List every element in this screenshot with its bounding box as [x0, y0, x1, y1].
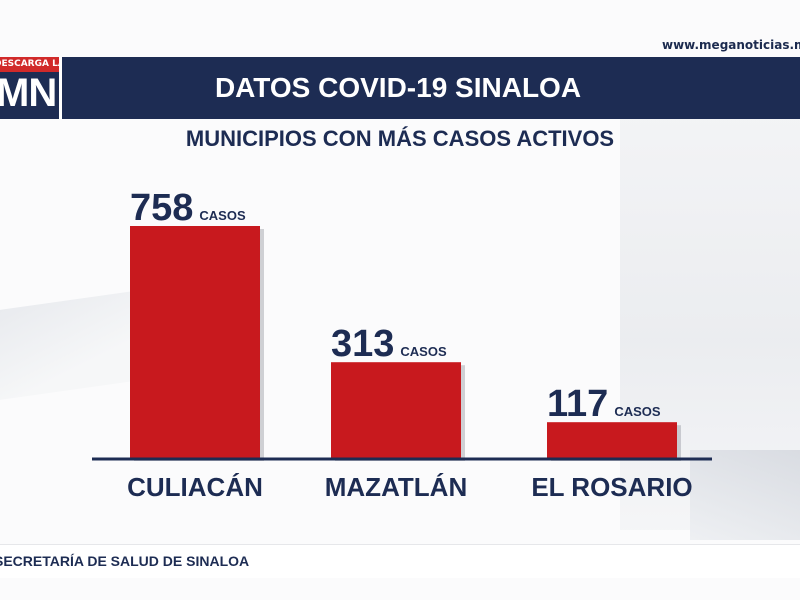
header-bar: [0, 57, 800, 119]
bar: [130, 226, 260, 458]
data-label: 758 CASOS: [130, 187, 246, 229]
data-label-value: 117: [547, 383, 608, 425]
category-label: MAZATLÁN: [325, 472, 467, 502]
website-url: www.meganoticias.mx/cu: [662, 38, 800, 52]
channel-logo: DESCARGA LA APP MN: [0, 57, 62, 119]
bar: [331, 362, 461, 458]
data-label-suffix: CASOS: [400, 344, 447, 359]
data-label-value: 758: [130, 187, 193, 229]
category-label: CULIACÁN: [127, 472, 263, 502]
data-label: 313 CASOS: [331, 323, 447, 365]
page-title: DATOS COVID-19 SINALOA: [214, 72, 582, 103]
data-label-value: 313: [331, 323, 394, 365]
category-label: EL ROSARIO: [531, 472, 692, 502]
data-label: 117 CASOS: [547, 383, 661, 425]
footer-bar: [0, 544, 800, 578]
logo-banner: DESCARGA LA APP: [0, 57, 59, 72]
data-label-suffix: CASOS: [614, 404, 661, 419]
source-credit: SECRETARÍA DE SALUD DE SINALOA: [0, 553, 250, 569]
logo-text: MN: [0, 71, 57, 115]
bar: [547, 422, 677, 458]
chart-title: MUNICIPIOS CON MÁS CASOS ACTIVOS: [185, 126, 615, 151]
data-label-suffix: CASOS: [199, 208, 246, 223]
